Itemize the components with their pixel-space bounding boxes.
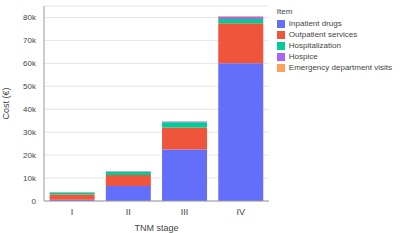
svg-text:40k: 40k xyxy=(23,105,37,114)
svg-text:Cost (€): Cost (€) xyxy=(8,87,11,119)
svg-text:30k: 30k xyxy=(23,128,37,137)
svg-text:II: II xyxy=(126,207,131,217)
svg-text:IV: IV xyxy=(236,207,245,217)
svg-text:III: III xyxy=(181,207,189,217)
svg-text:10k: 10k xyxy=(23,174,37,183)
html-text:Hospice: Hospice xyxy=(288,52,318,61)
svg-text:0: 0 xyxy=(32,197,37,206)
svg-text:60k: 60k xyxy=(23,59,37,68)
svg-text:50k: 50k xyxy=(23,82,37,91)
svg-text:20k: 20k xyxy=(23,151,37,160)
svg-text:I: I xyxy=(71,207,74,217)
svg-text:70k: 70k xyxy=(23,36,37,45)
svg-text:80k: 80k xyxy=(23,13,37,22)
html-text:Hospitalization: Hospitalization xyxy=(288,41,341,50)
html-text:Item: Item xyxy=(276,7,293,16)
html-text:Inpatient drugs: Inpatient drugs xyxy=(288,19,342,28)
html-text:Outpatient services: Outpatient services xyxy=(288,30,358,39)
svg-text:TNM stage: TNM stage xyxy=(134,223,178,233)
html-text:Emergency department visits: Emergency department visits xyxy=(288,63,392,72)
